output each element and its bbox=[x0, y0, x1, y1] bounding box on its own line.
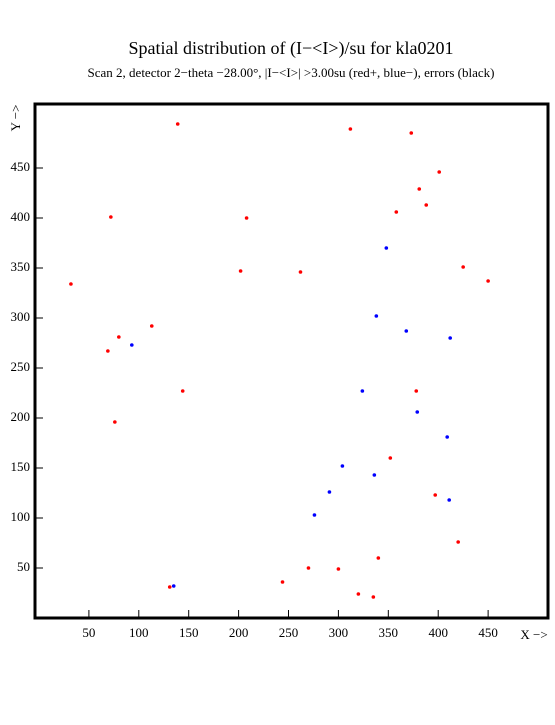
x-tick-label: 150 bbox=[179, 625, 199, 640]
x-tick-label: 400 bbox=[428, 625, 448, 640]
point bbox=[360, 389, 365, 393]
x-tick-label: 350 bbox=[379, 625, 399, 640]
point bbox=[415, 410, 420, 414]
point bbox=[109, 215, 113, 219]
point bbox=[456, 540, 460, 544]
point bbox=[113, 420, 117, 424]
point bbox=[384, 246, 389, 250]
point bbox=[180, 389, 185, 393]
x-tick-label: 50 bbox=[82, 625, 95, 640]
point bbox=[448, 336, 452, 340]
point bbox=[340, 464, 345, 468]
point bbox=[424, 203, 429, 207]
chart-title: Spatial distribution of (I−<I>)/su for k… bbox=[129, 38, 454, 59]
point bbox=[445, 435, 449, 439]
point bbox=[130, 343, 134, 347]
y-tick-label: 350 bbox=[11, 259, 31, 274]
y-tick-label: 150 bbox=[11, 459, 31, 474]
point bbox=[417, 187, 422, 191]
point bbox=[376, 556, 381, 560]
y-axis-label: Y −> bbox=[8, 105, 23, 132]
point bbox=[461, 265, 465, 269]
y-tick-label: 450 bbox=[11, 159, 31, 174]
point bbox=[388, 456, 393, 460]
x-tick-label: 450 bbox=[478, 625, 498, 640]
y-tick-label: 200 bbox=[11, 409, 31, 424]
point bbox=[409, 131, 414, 135]
point bbox=[327, 490, 332, 494]
y-tick-label: 100 bbox=[11, 509, 31, 524]
point bbox=[371, 595, 376, 599]
point bbox=[348, 127, 353, 131]
point bbox=[167, 585, 172, 589]
point bbox=[238, 269, 243, 273]
point bbox=[117, 335, 121, 339]
x-tick-label: 250 bbox=[279, 625, 299, 640]
point bbox=[149, 324, 154, 328]
x-axis-label: X −> bbox=[520, 627, 547, 642]
y-tick-label: 250 bbox=[11, 359, 31, 374]
point bbox=[69, 282, 73, 286]
point bbox=[404, 329, 409, 333]
point bbox=[374, 314, 379, 318]
point bbox=[175, 122, 180, 126]
y-tick-label: 400 bbox=[11, 209, 31, 224]
point bbox=[414, 389, 419, 393]
point bbox=[312, 513, 317, 517]
point bbox=[336, 567, 341, 571]
point bbox=[298, 270, 303, 274]
chart-subtitle: Scan 2, detector 2−theta −28.00°, |I−<I>… bbox=[88, 65, 495, 80]
point bbox=[433, 493, 438, 497]
x-tick-label: 100 bbox=[129, 625, 149, 640]
point bbox=[437, 170, 442, 174]
y-tick-label: 300 bbox=[11, 309, 31, 324]
point bbox=[280, 580, 285, 584]
point bbox=[394, 210, 399, 214]
x-tick-label: 300 bbox=[329, 625, 349, 640]
point bbox=[244, 216, 249, 220]
y-tick-label: 50 bbox=[17, 559, 30, 574]
point bbox=[372, 473, 377, 477]
point bbox=[171, 584, 176, 588]
point bbox=[486, 279, 490, 283]
plot-frame bbox=[33, 102, 550, 620]
point bbox=[106, 349, 110, 353]
point bbox=[447, 498, 451, 502]
point bbox=[356, 592, 361, 596]
x-tick-label: 200 bbox=[229, 625, 249, 640]
point bbox=[306, 566, 311, 570]
